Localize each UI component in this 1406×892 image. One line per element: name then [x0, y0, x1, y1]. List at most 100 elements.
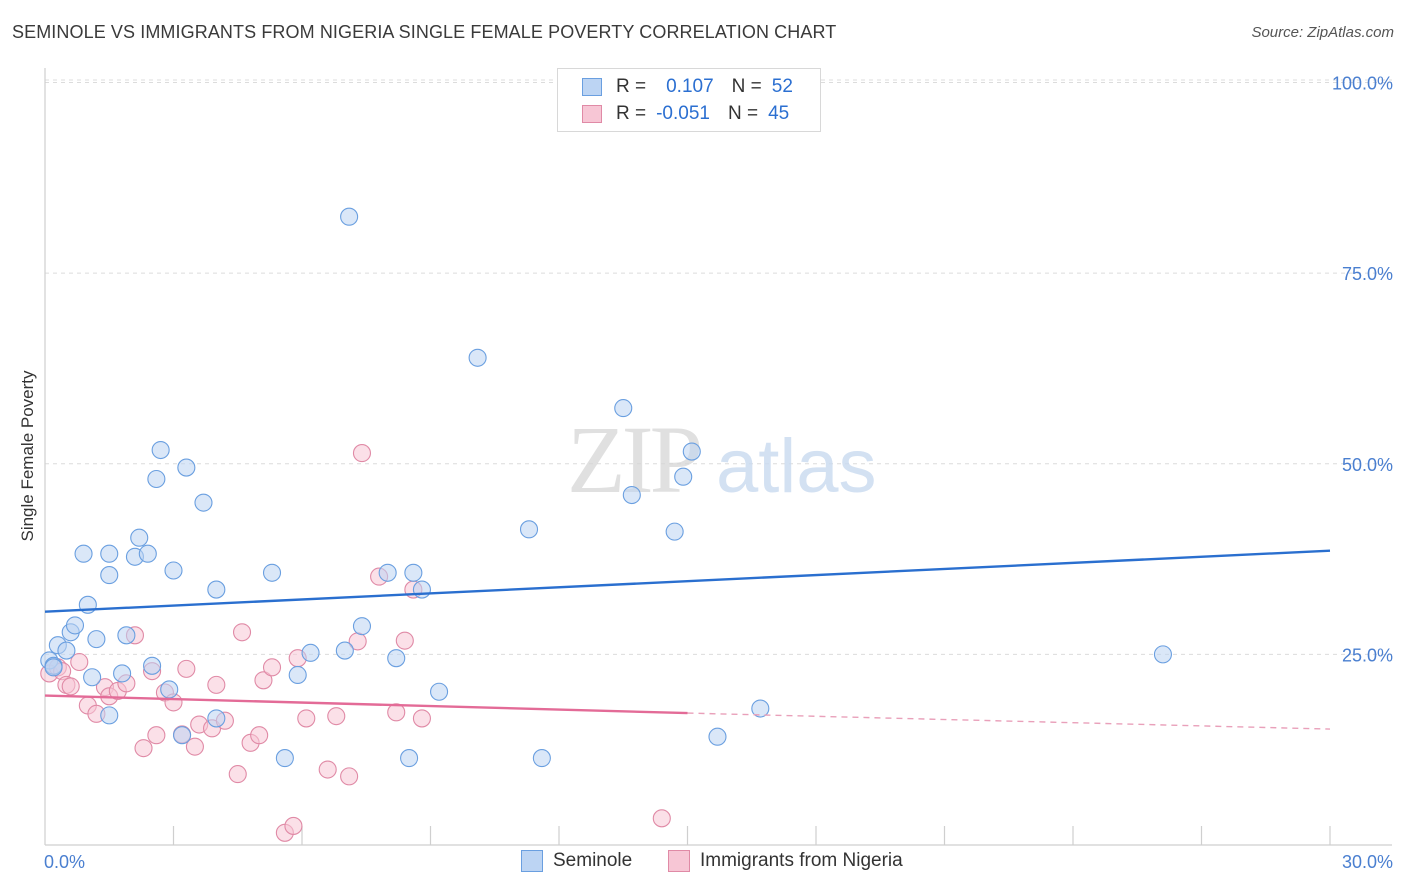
point-seminole — [335, 641, 354, 660]
legend-item-nigeria[interactable]: Immigrants from Nigeria — [668, 850, 903, 872]
point-seminole — [207, 580, 226, 599]
point-seminole — [468, 348, 487, 367]
legend-swatch-nigeria — [668, 850, 690, 872]
point-nigeria — [652, 809, 671, 828]
point-nigeria — [254, 671, 273, 690]
gridlines — [45, 79, 1392, 655]
point-nigeria — [352, 444, 372, 463]
r-label: R = — [616, 76, 647, 97]
point-nigeria — [232, 623, 252, 642]
point-seminole — [532, 749, 551, 768]
point-nigeria — [327, 707, 346, 726]
point-seminole — [65, 616, 85, 635]
point-seminole — [519, 520, 539, 539]
point-nigeria — [262, 658, 282, 677]
point-seminole — [100, 706, 119, 725]
trend-line-nigeria — [44, 694, 688, 715]
point-seminole — [83, 668, 102, 687]
legend-item-seminole[interactable]: Seminole — [521, 850, 632, 872]
point-seminole — [74, 544, 93, 563]
point-seminole — [352, 617, 372, 636]
point-nigeria — [207, 675, 226, 694]
n-value-nigeria: 45 — [768, 103, 790, 124]
point-seminole — [138, 544, 157, 563]
y-tick-label: 75.0% — [1342, 264, 1393, 284]
point-seminole — [164, 561, 183, 580]
point-nigeria — [250, 726, 269, 745]
watermark-atlas: atlas — [716, 424, 877, 509]
legend-row-nigeria: R = -0.051 N = 45 — [582, 102, 789, 126]
point-seminole — [130, 528, 149, 547]
point-nigeria — [387, 703, 406, 722]
point-seminole — [412, 580, 431, 599]
point-nigeria — [147, 726, 166, 745]
trend-line-nigeria-extension — [687, 712, 1331, 730]
point-seminole — [194, 493, 213, 512]
legend-swatch-seminole — [521, 850, 543, 872]
point-nigeria — [297, 709, 316, 728]
point-seminole — [147, 469, 166, 489]
point-seminole — [44, 658, 63, 677]
point-seminole — [117, 626, 136, 645]
point-seminole — [143, 656, 162, 675]
point-seminole — [665, 522, 684, 541]
point-seminole — [430, 682, 449, 701]
point-nigeria — [395, 631, 414, 650]
point-seminole — [262, 563, 282, 582]
series-seminole — [40, 207, 1172, 768]
point-seminole — [387, 649, 406, 668]
point-seminole — [400, 749, 419, 768]
r-label: R = — [616, 103, 647, 124]
point-seminole — [275, 749, 294, 768]
point-nigeria — [284, 816, 303, 835]
point-nigeria — [61, 677, 80, 696]
n-label: N = — [727, 103, 759, 124]
point-nigeria — [185, 737, 204, 756]
point-nigeria — [318, 760, 337, 779]
legend-swatch-nigeria — [582, 105, 602, 123]
x-tick-label: 0.0% — [44, 852, 85, 872]
point-nigeria — [70, 652, 89, 672]
point-seminole — [340, 207, 359, 226]
chart-title: SEMINOLE VS IMMIGRANTS FROM NIGERIA SING… — [12, 22, 837, 42]
point-seminole — [708, 727, 727, 746]
trend-lines — [44, 549, 1331, 730]
point-seminole — [301, 643, 320, 662]
series-legend: Seminole Immigrants from Nigeria — [0, 850, 1406, 878]
point-seminole — [288, 665, 307, 685]
legend-swatch-seminole — [582, 78, 602, 96]
point-seminole — [622, 485, 641, 505]
tick-labels: 25.0% 50.0% 75.0% 100.0% 0.0% 30.0% — [44, 74, 1393, 873]
point-seminole — [100, 566, 119, 585]
point-seminole — [1153, 645, 1172, 664]
point-seminole — [173, 726, 192, 745]
point-seminole — [404, 563, 423, 582]
n-label: N = — [731, 76, 762, 97]
legend-row-seminole: R = 0.107 N = 52 — [582, 75, 793, 99]
stats-legend: R = 0.107 N = 52 R = -0.051 N = 45 — [557, 68, 821, 132]
point-seminole — [682, 442, 701, 461]
point-nigeria — [134, 739, 153, 758]
point-seminole — [674, 467, 693, 486]
point-seminole — [87, 630, 106, 649]
point-seminole — [151, 440, 170, 460]
n-value-seminole: 52 — [771, 76, 793, 97]
point-nigeria — [228, 765, 247, 784]
y-tick-label: 100.0% — [1332, 74, 1393, 94]
point-nigeria — [177, 659, 196, 678]
point-seminole — [751, 699, 770, 718]
r-value-nigeria: -0.051 — [656, 103, 710, 124]
point-seminole — [614, 399, 633, 418]
axes — [44, 68, 1392, 846]
point-seminole — [207, 709, 226, 728]
point-seminole — [160, 680, 179, 699]
point-nigeria — [412, 709, 431, 728]
point-seminole — [100, 544, 119, 563]
r-value-seminole: 0.107 — [666, 76, 714, 97]
point-seminole — [378, 563, 397, 582]
source-label: Source: ZipAtlas.com — [1251, 24, 1394, 41]
legend-label-nigeria: Immigrants from Nigeria — [700, 850, 903, 871]
point-seminole — [177, 458, 196, 477]
y-tick-label: 50.0% — [1342, 455, 1393, 475]
